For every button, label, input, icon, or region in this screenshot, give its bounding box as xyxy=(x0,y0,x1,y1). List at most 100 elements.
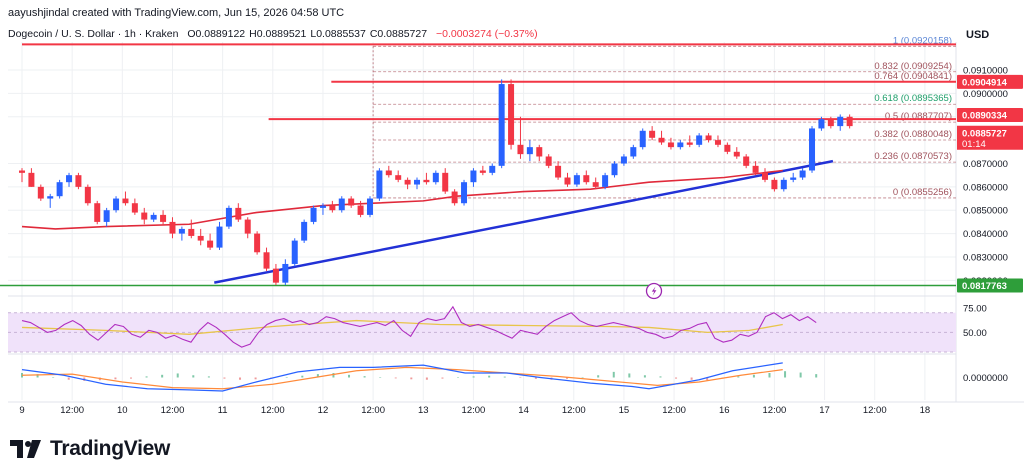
price-axis[interactable]: 0.09100000.09000000.08900000.08700000.08… xyxy=(957,66,1023,384)
candle-body xyxy=(225,207,232,227)
candle-body xyxy=(122,198,129,204)
macd-histogram-bar xyxy=(566,377,569,379)
time-tick-label: 18 xyxy=(920,405,931,416)
macd-histogram-bar xyxy=(114,377,117,380)
candle xyxy=(178,226,185,241)
time-tick-label: 12:00 xyxy=(562,405,586,416)
candle xyxy=(66,172,73,187)
candle-body xyxy=(592,182,599,187)
candle xyxy=(583,170,590,185)
candle-body xyxy=(385,170,392,176)
candle-body xyxy=(75,175,82,187)
price-change: −0.0003274 (−0.37%) xyxy=(436,28,538,40)
candle xyxy=(432,170,439,185)
macd-histogram-bar xyxy=(472,376,475,378)
last-price-badge-bg xyxy=(957,125,1023,150)
macd-histogram-bar xyxy=(784,371,787,378)
alert-lightning-icon[interactable] xyxy=(645,282,663,300)
candlesticks[interactable] xyxy=(19,79,853,285)
candle xyxy=(329,200,336,213)
candle-body xyxy=(160,214,167,222)
rsi-tick-label: 75.00 xyxy=(963,303,987,314)
tradingview-logo-icon xyxy=(10,440,41,458)
candle xyxy=(564,172,571,187)
candle-body xyxy=(66,175,73,183)
candle xyxy=(658,130,665,145)
candle xyxy=(348,196,355,208)
rsi-ma-line xyxy=(21,319,783,335)
time-tick-label: 17 xyxy=(819,405,830,416)
candle xyxy=(376,168,383,201)
candle-body xyxy=(414,179,421,185)
ohlc-l: L0.0885537 xyxy=(310,28,366,40)
candle xyxy=(301,219,308,243)
candle xyxy=(470,168,477,187)
candle-body xyxy=(338,198,345,211)
candle-body xyxy=(216,226,223,248)
brand-name: TradingView xyxy=(50,437,171,460)
candle-body xyxy=(827,119,834,127)
currency-label[interactable]: USD xyxy=(966,29,989,41)
time-axis[interactable]: 9 12:00 10 12:00 11 12:00 12 12:00 13 12:00 14 12:0… xyxy=(19,405,930,416)
macd-histogram-bar xyxy=(534,377,537,379)
rsi-tick-label: 50.00 xyxy=(963,328,987,339)
candle-body xyxy=(376,170,383,199)
candle xyxy=(366,196,373,218)
macd-histogram-bar xyxy=(488,375,491,378)
resistance-price-badge-bg xyxy=(957,107,1023,122)
candle-body xyxy=(37,186,44,199)
macd-histogram-bar xyxy=(425,377,428,380)
macd-histogram-bar xyxy=(815,374,818,378)
macd-histogram-bar xyxy=(52,377,55,378)
macd-histogram-bar xyxy=(145,376,148,378)
macd-histogram-bar xyxy=(316,374,319,378)
candle xyxy=(103,207,110,227)
candle-body xyxy=(178,228,185,234)
candle xyxy=(113,196,120,213)
macd-histogram-bar xyxy=(675,377,678,379)
candle-body xyxy=(733,151,740,157)
macd-tick-label: 0.0000000 xyxy=(963,373,1008,384)
time-tick-label: 14 xyxy=(518,405,529,416)
macd-histogram-bar xyxy=(254,377,257,380)
candle xyxy=(395,170,402,183)
macd-histogram-bar xyxy=(503,376,506,378)
candle-body xyxy=(451,191,458,204)
moving-average xyxy=(21,169,783,230)
candle-body xyxy=(714,140,721,145)
candle xyxy=(404,177,411,190)
candle xyxy=(47,193,54,208)
candle-body xyxy=(818,119,825,129)
candle-body xyxy=(56,182,63,197)
candle xyxy=(169,217,176,239)
candle-body xyxy=(761,172,768,180)
fib-level-label: 0.618 (0.0895365) xyxy=(874,93,952,104)
candle-body xyxy=(404,179,411,185)
macd-histogram-bar xyxy=(457,377,460,378)
candle xyxy=(752,161,759,176)
price-tick-label: 0.0910000 xyxy=(963,66,1008,77)
macd-histogram-bar xyxy=(441,377,444,379)
resistance-price-badge-bg xyxy=(957,74,1023,89)
candle xyxy=(75,172,82,190)
fib-level-label: 1 (0.0920158) xyxy=(893,35,952,46)
candle xyxy=(809,126,816,173)
price-tick-label: 0.0870000 xyxy=(963,159,1008,170)
support-price-badge: 0.0817763 xyxy=(962,281,1007,292)
candle xyxy=(790,172,797,183)
candle xyxy=(37,184,44,201)
candle xyxy=(141,207,148,225)
rsi-indicator xyxy=(21,305,817,348)
drawn-lines[interactable] xyxy=(0,43,956,287)
candle xyxy=(508,79,515,150)
candle xyxy=(263,247,270,271)
time-tick-label: 15 xyxy=(619,405,630,416)
time-tick-label: 10 xyxy=(117,405,128,416)
candle-body xyxy=(724,144,731,152)
candle-body xyxy=(263,252,270,269)
macd-line xyxy=(21,362,783,392)
candle-body xyxy=(649,130,656,138)
candle xyxy=(207,233,214,250)
trend-line xyxy=(214,159,834,284)
